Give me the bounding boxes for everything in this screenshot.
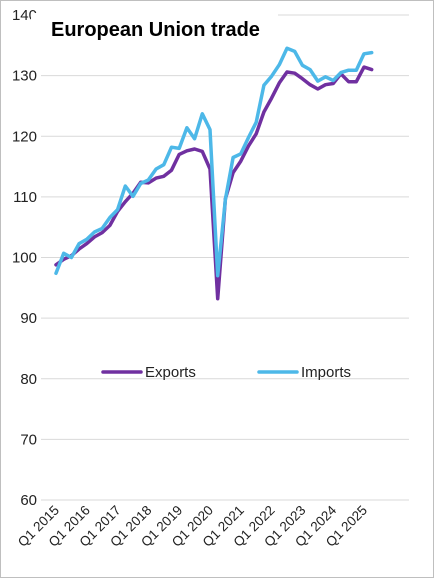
y-tick-label: 120 [12,128,37,145]
chart-title: European Union trade [51,19,260,41]
y-tick-label: 100 [12,250,37,267]
y-tick-label: 60 [20,492,37,509]
gridlines [41,14,409,501]
series-lines [54,46,374,301]
y-tick-label: 110 [13,189,37,206]
title-background [31,13,278,43]
y-tick-label: 130 [12,68,37,85]
legend-label-exports: Exports [145,364,196,381]
y-axis-ticks: 60 70 80 90 100 110 120 130 140 [12,7,37,509]
y-tick-label: 140 [12,7,37,24]
legend-label-imports: Imports [301,364,351,381]
y-tick-label: 90 [20,310,37,327]
y-tick-label: 70 [20,431,37,448]
legend: Exports Imports [101,364,351,381]
series-line-imports [54,46,374,278]
y-tick-label: 80 [20,371,37,388]
